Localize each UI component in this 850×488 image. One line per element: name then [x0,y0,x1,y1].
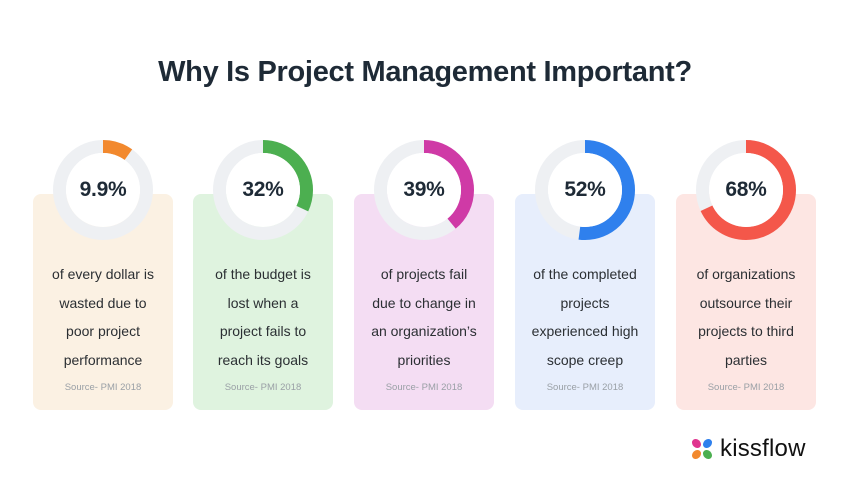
source-label: Source- PMI 2018 [546,382,624,393]
source-label: Source- PMI 2018 [64,382,142,393]
description-line: performance [63,351,143,368]
description-line: of every dollar is [52,266,154,282]
stat-description: of every dollar is wasted due to poor proj… [33,260,173,374]
description-line: parties [724,351,768,368]
description-line: of projects fail [380,266,468,282]
donut-chart: 39% [374,140,474,240]
description-line: poor project [66,323,140,339]
description-line: of the completed [533,266,637,282]
kissflow-logo: kissflow [690,435,806,463]
description-line: due to change in [372,294,476,311]
donut-chart: 9.9% [53,140,153,240]
description-line: priorities [397,351,451,368]
stat-value: 39% [403,178,445,201]
description-line: lost when a [227,294,299,311]
description-line: projects to third [698,323,794,339]
description-line: scope creep [546,351,624,368]
stat-description: of organizations outsource their projects … [676,260,816,374]
donut-chart: 68% [696,140,796,240]
stat-value: 68% [725,178,767,201]
donut-chart: 52% [535,140,635,240]
description-line: wasted due to [59,294,147,311]
description-line: an organization’s [371,323,477,339]
description-line: project fails to [219,323,307,339]
stat-description: of the completed projects experienced high… [515,260,655,374]
source-label: Source- PMI 2018 [224,382,302,393]
page-title: Why Is Project Management Important? [158,56,692,88]
stat-value: 52% [564,178,606,201]
description-line: experienced high [531,323,639,339]
description-line: of organizations [696,266,796,282]
description-line: outsource their [699,294,793,311]
logo-text: kissflow [720,435,806,462]
description-line: reach its goals [217,351,309,368]
stat-description: of the budget is lost when a project fails… [193,260,333,374]
kissflow-butterfly-icon [691,438,713,460]
source-label: Source- PMI 2018 [707,382,785,393]
stat-value: 32% [242,178,284,201]
description-line: projects [560,294,610,311]
donut-chart: 32% [213,140,313,240]
source-label: Source- PMI 2018 [385,382,463,393]
stat-value: 9.9% [79,178,127,201]
description-line: of the budget is [215,266,311,282]
stat-description: of projects fail due to change in an organ… [354,260,494,374]
